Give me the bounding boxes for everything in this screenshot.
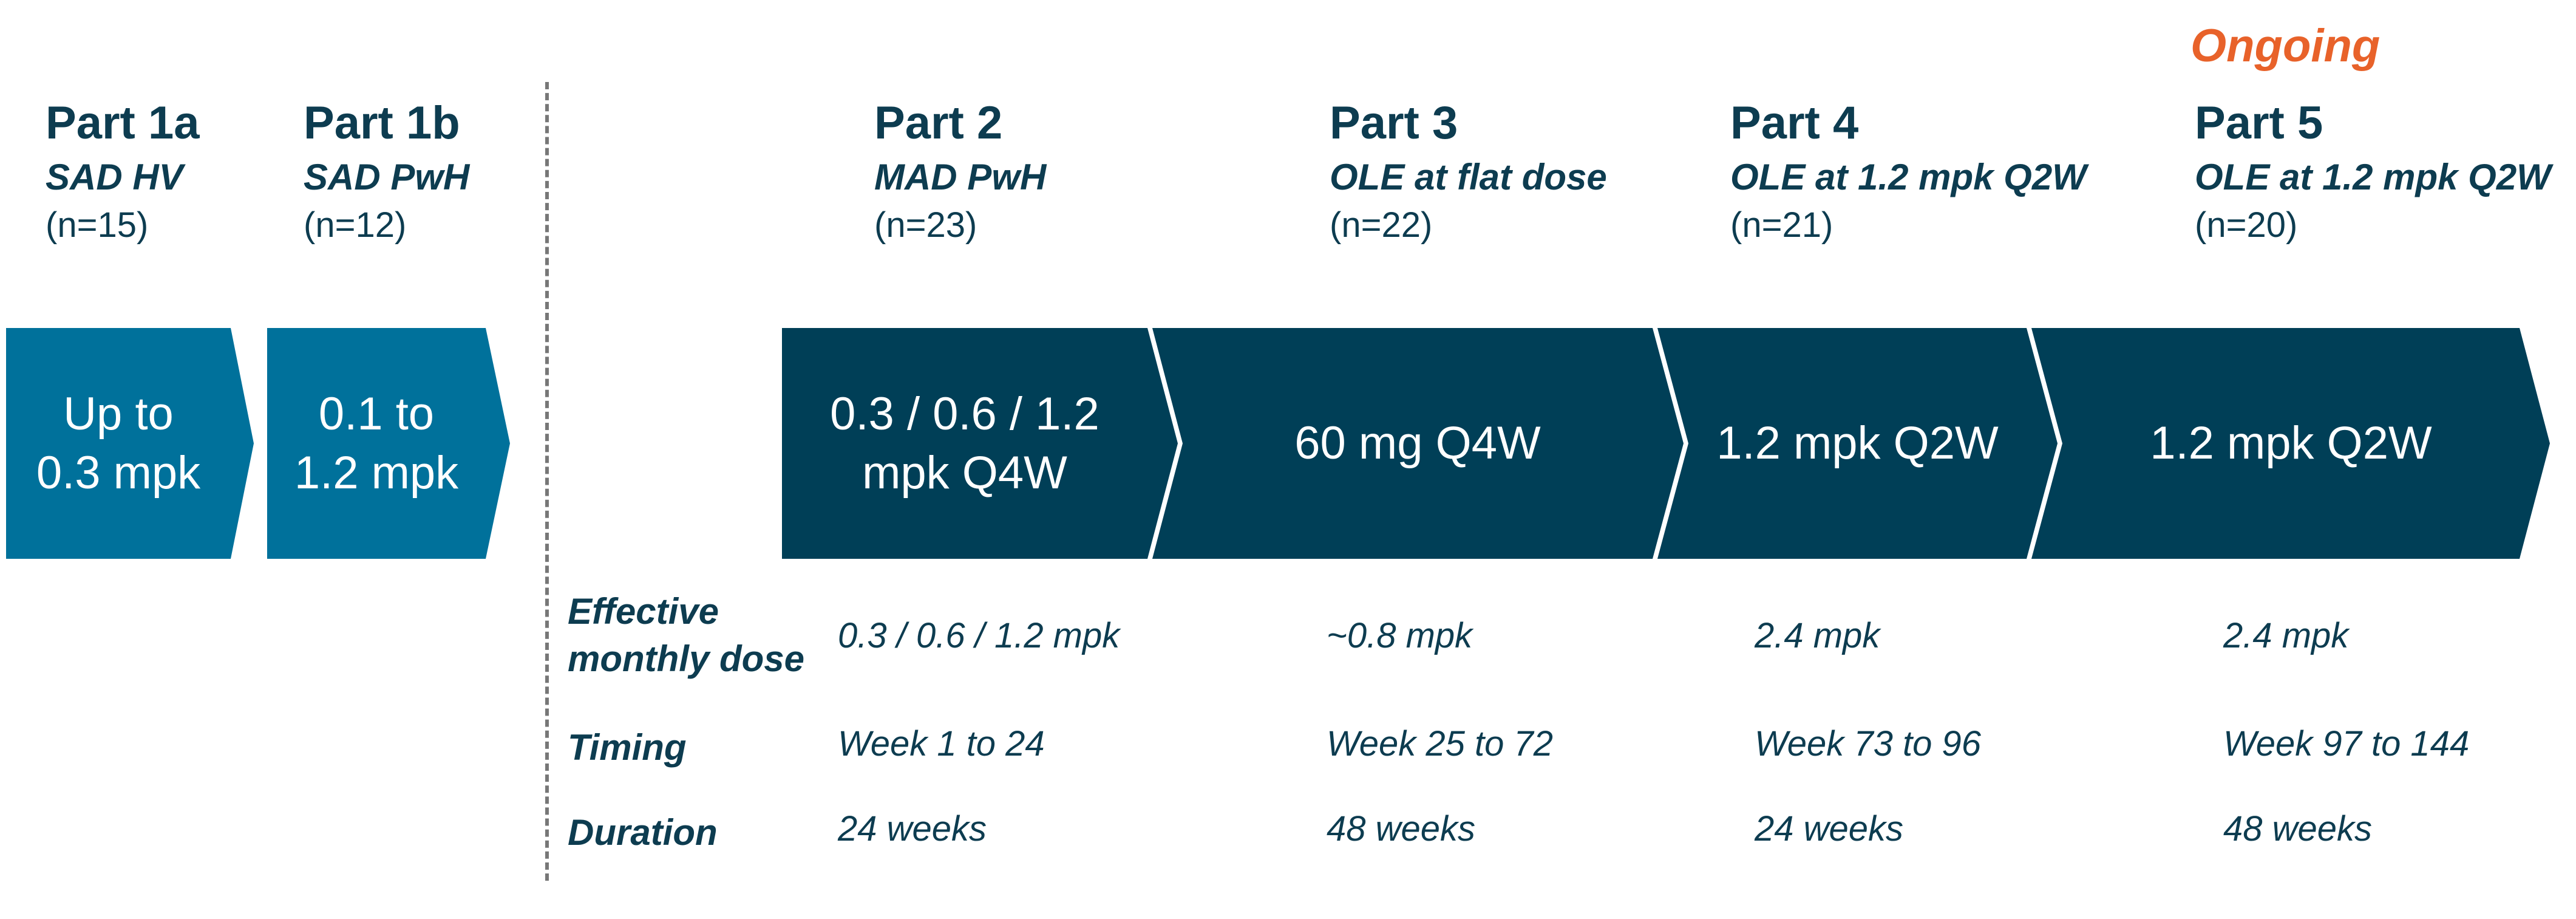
- part-1a-dose: Up to 0.3 mpk: [6, 328, 231, 559]
- timing-label: Timing: [568, 727, 687, 768]
- part-5-dose: 1.2 mpk Q2W: [2062, 328, 2520, 559]
- part-3-arrow: [1152, 328, 1684, 559]
- effective-dose-label-line-1: Effective: [568, 591, 719, 632]
- part-4-arrow: [1657, 328, 2058, 559]
- part-1b-subtitle: SAD PwH: [304, 157, 470, 197]
- part-4-dose-line-1: 1.2 mpk Q2W: [1716, 417, 1999, 470]
- part-1a-dose-line-1: Up to: [63, 388, 174, 440]
- part-5-arrow: [2031, 328, 2550, 559]
- effective-dose-part-4: 2.4 mpk: [1755, 616, 1880, 655]
- part-1a-subtitle: SAD HV: [46, 157, 183, 197]
- duration-label: Duration: [568, 812, 718, 853]
- part-2-dose-line-2: mpk Q4W: [862, 447, 1067, 499]
- part-5-subtitle: OLE at 1.2 mpk Q2W: [2195, 157, 2551, 197]
- part-3-dose-line-1: 60 mg Q4W: [1294, 417, 1541, 470]
- part-4-subtitle: OLE at 1.2 mpk Q2W: [1730, 157, 2087, 197]
- part-1b-dose-line-2: 1.2 mpk: [294, 447, 459, 499]
- duration-part-2: 24 weeks: [838, 809, 987, 849]
- part-3-n: (n=22): [1330, 205, 1433, 245]
- part-2-n: (n=23): [874, 205, 977, 245]
- part-1b-n: (n=12): [304, 205, 407, 245]
- part-5-n: (n=20): [2195, 205, 2298, 245]
- part-2-title: Part 2: [874, 97, 1003, 149]
- part-3-dose: 60 mg Q4W: [1183, 328, 1653, 559]
- timing-part-4: Week 73 to 96: [1755, 724, 1981, 764]
- part-1a-title: Part 1a: [46, 97, 200, 149]
- effective-dose-part-5: 2.4 mpk: [2223, 616, 2349, 655]
- part-3-subtitle: OLE at flat dose: [1330, 157, 1607, 197]
- effective-dose-part-3: ~0.8 mpk: [1327, 616, 1473, 655]
- part-1b-dose: 0.1 to 1.2 mpk: [267, 328, 486, 559]
- ongoing-label: Ongoing: [2190, 20, 2381, 72]
- part-5-title: Part 5: [2195, 97, 2323, 149]
- part-2-dose-line-1: 0.3 / 0.6 / 1.2: [830, 388, 1099, 440]
- effective-dose-label-line-2: monthly dose: [568, 638, 805, 679]
- part-1b-title: Part 1b: [304, 97, 460, 149]
- timing-part-3: Week 25 to 72: [1327, 724, 1553, 764]
- timing-part-2: Week 1 to 24: [838, 724, 1045, 764]
- part-1b-dose-line-1: 0.1 to: [318, 388, 435, 440]
- part-2-subtitle: MAD PwH: [874, 157, 1047, 197]
- duration-part-5: 48 weeks: [2223, 809, 2373, 849]
- timing-part-5: Week 97 to 144: [2223, 724, 2470, 764]
- part-4-dose: 1.2 mpk Q2W: [1688, 328, 2027, 559]
- part-5-dose-line-1: 1.2 mpk Q2W: [2150, 417, 2432, 470]
- part-1b-arrow: [267, 328, 510, 559]
- part-2-arrow: [782, 328, 1178, 559]
- part-1a-dose-line-2: 0.3 mpk: [36, 447, 201, 499]
- part-1a-arrow: [6, 328, 254, 559]
- effective-dose-part-2: 0.3 / 0.6 / 1.2 mpk: [838, 616, 1120, 655]
- part-2-dose: 0.3 / 0.6 / 1.2 mpk Q4W: [782, 328, 1147, 559]
- phase-divider: [545, 82, 549, 881]
- duration-part-3: 48 weeks: [1327, 809, 1476, 849]
- part-3-title: Part 3: [1330, 97, 1458, 149]
- part-4-title: Part 4: [1730, 97, 1859, 149]
- duration-part-4: 24 weeks: [1755, 809, 1904, 849]
- part-1a-n: (n=15): [46, 205, 149, 245]
- part-4-n: (n=21): [1730, 205, 1833, 245]
- effective-dose-label: Effective monthly dose: [568, 588, 804, 683]
